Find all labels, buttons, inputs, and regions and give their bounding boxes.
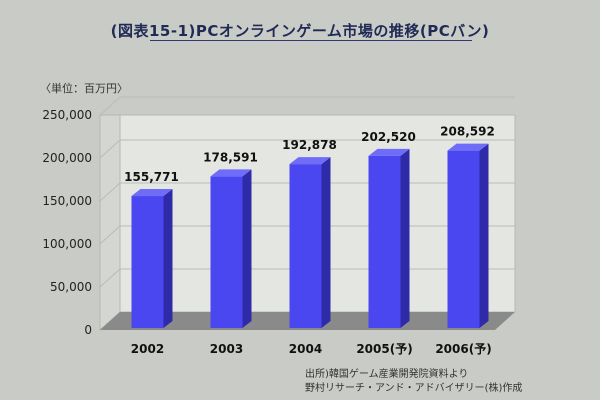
bar-front [289, 164, 322, 328]
source-line-1: 出所)韓国ゲーム産業開発院資料より [305, 369, 469, 380]
title-underline [150, 40, 472, 41]
x-category-label: 2004 [289, 342, 322, 356]
bar-top [447, 143, 489, 151]
unit-label: 〈単位：百万円〉 [40, 82, 128, 95]
x-category-label: 2002 [131, 342, 164, 356]
y-tick-label: 150,000 [42, 194, 92, 208]
gridline [99, 96, 515, 116]
bar [289, 157, 331, 328]
bar-top [289, 157, 331, 165]
bar-side [242, 169, 252, 328]
x-category-label: 2005(予) [356, 342, 412, 356]
gridline [99, 139, 515, 159]
x-category-label: 2006(予) [435, 342, 491, 356]
bar-front [447, 150, 480, 328]
y-tick-label: 200,000 [42, 151, 92, 165]
y-tick-label: 0 [84, 323, 92, 337]
bar-side [479, 143, 489, 328]
y-axis-ticks: 0 50,000 100,000 150,000 200,000 250,000 [42, 108, 92, 337]
x-axis-categories: 2002 2003 2004 2005(予) 2006(予) [131, 342, 492, 356]
data-label: 202,520 [361, 130, 416, 144]
bar-top [131, 189, 173, 197]
bar-side [321, 157, 331, 328]
chart-title: (図表15-1)PCオンラインゲーム市場の推移(PCバン) [110, 22, 490, 40]
y-tick-label: 50,000 [50, 280, 92, 294]
bar-front [368, 155, 401, 328]
y-tick-label: 100,000 [42, 237, 92, 251]
bars [131, 143, 489, 328]
y-tick-label: 250,000 [42, 108, 92, 122]
bar [210, 169, 252, 328]
data-label: 178,591 [203, 150, 258, 164]
bar-top [368, 148, 410, 156]
source-line-2: 野村リサーチ・アンド・アドバイザリー(株)作成 [305, 383, 523, 394]
bar-front [210, 176, 243, 328]
x-category-label: 2003 [210, 342, 243, 356]
data-labels: 155,771 178,591 192,878 202,520 208,592 [124, 125, 495, 184]
bar-front [131, 196, 164, 328]
bar-side [400, 148, 410, 328]
data-label: 192,878 [282, 138, 337, 152]
bar [368, 148, 410, 328]
data-label: 208,592 [440, 125, 495, 139]
bar-side [163, 189, 173, 328]
bar-top [210, 169, 252, 177]
plot-side-wall [99, 114, 121, 332]
source-note: 出所)韓国ゲーム産業開発院資料より 野村リサーチ・アンド・アドバイザリー(株)作… [305, 368, 522, 396]
data-label: 155,771 [124, 170, 179, 184]
bar [447, 143, 489, 328]
bar [131, 189, 173, 328]
